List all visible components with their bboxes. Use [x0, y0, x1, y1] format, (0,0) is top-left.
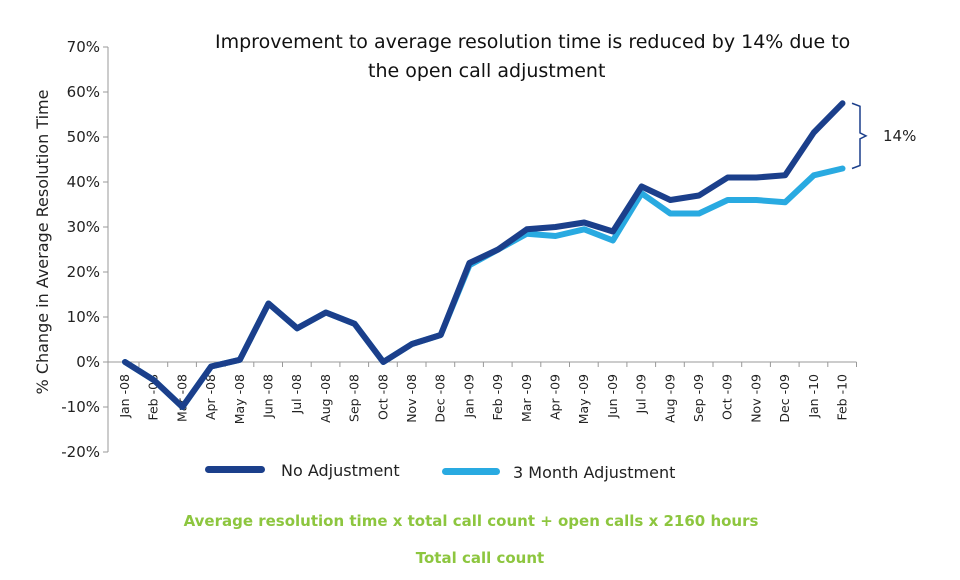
x-tick-label: Apr -09: [548, 374, 563, 420]
formula-denominator: Total call count: [415, 549, 545, 567]
x-tick-label: Aug -08: [318, 374, 333, 423]
legend-swatch-no-adjustment: [205, 466, 265, 473]
x-tick-label: May -09: [576, 374, 591, 424]
formula-numerator: Average resolution time x total call cou…: [183, 512, 759, 530]
difference-annotation: 14%: [851, 102, 916, 170]
x-tick-label: Feb -10: [835, 374, 850, 421]
chart-title-line-1: Improvement to average resolution time i…: [215, 31, 851, 53]
y-tick-label: -10%: [61, 398, 100, 416]
difference-label: 14%: [883, 127, 916, 145]
x-tick-label: Aug -09: [662, 374, 677, 423]
x-tick-label: Feb -09: [490, 374, 505, 421]
x-tick-label: Apr -08: [203, 374, 218, 420]
x-tick-label: Oct -08: [375, 374, 390, 420]
x-tick-label: Jan -08: [117, 374, 132, 419]
y-tick-label: 40%: [67, 173, 100, 191]
x-axis: Jan -08 Feb -08 Mar -08 Apr -08 May -08 Jun -…: [108, 361, 857, 424]
x-tick-label: Nov -08: [404, 374, 419, 423]
x-tick-label: Oct -09: [720, 374, 735, 420]
x-tick-label: Jul -09: [634, 374, 649, 415]
y-tick-label: 60%: [67, 83, 100, 101]
y-tick-label: 70%: [67, 38, 100, 56]
series-line-no-adjustment: [122, 100, 846, 410]
y-tick-label: 20%: [67, 263, 100, 281]
x-tick-label: Dec -09: [777, 374, 792, 423]
chart-title-line-2: the open call adjustment: [368, 60, 606, 82]
x-tick-label: Jan -09: [461, 374, 476, 419]
x-tick-label: Jul -08: [289, 374, 304, 415]
x-tick-label: Nov -09: [748, 374, 763, 423]
legend-swatch-3-month-adjustment: [442, 468, 500, 475]
y-tick-label: 0%: [76, 353, 100, 371]
legend-label-3-month-adjustment: 3 Month Adjustment: [513, 463, 676, 482]
x-tick-label: Mar -09: [519, 374, 534, 422]
legend-label-no-adjustment: No Adjustment: [281, 461, 400, 480]
y-tick-label: 50%: [67, 128, 100, 146]
x-tick-label: Mar -08: [174, 374, 189, 422]
series-lines: [122, 100, 846, 410]
y-tick-label: 10%: [67, 308, 100, 326]
x-tick-label: Sep -08: [347, 374, 362, 422]
y-axis: -20% -10% 0% 10% 20% 30% 40% 50% 60% 70%: [61, 38, 109, 461]
series-line-3-month-adjustment: [122, 165, 846, 410]
y-tick-label: 30%: [67, 218, 100, 236]
y-axis-label: % Change in Average Resolution Time: [33, 90, 52, 395]
x-tick-label: Sep -09: [691, 374, 706, 422]
x-tick-label: Dec -08: [433, 374, 448, 423]
x-tick-label: Jan -10: [806, 374, 821, 419]
x-tick-label: Jun -08: [261, 374, 276, 419]
x-tick-label: May -08: [232, 374, 247, 424]
x-tick-label: Jun -09: [605, 374, 620, 419]
y-tick-label: -20%: [61, 443, 100, 461]
difference-bracket: [851, 102, 868, 170]
